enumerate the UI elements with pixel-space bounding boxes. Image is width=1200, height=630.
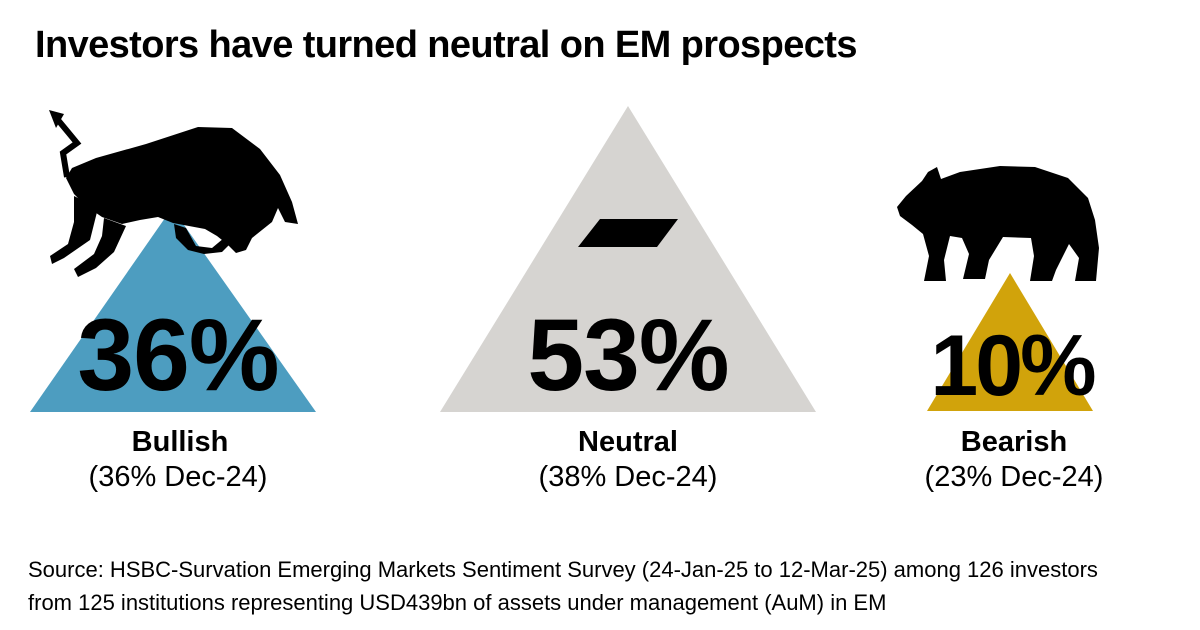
neutral-value: 53% <box>527 298 729 412</box>
bearish-panel <box>897 166 1099 411</box>
bearish-triangle <box>927 273 1093 411</box>
bear-icon <box>897 166 1099 281</box>
bullish-value: 36% <box>77 298 279 412</box>
bull-icon <box>49 110 298 277</box>
bearish-previous: (23% Dec-24) <box>924 461 1104 493</box>
neutral-label: Neutral <box>578 426 678 458</box>
source-note: Source: HSBC-Survation Emerging Markets … <box>28 553 1098 619</box>
bullish-label: Bullish <box>131 426 229 458</box>
neutral-panel <box>440 106 816 412</box>
bullish-panel <box>30 110 316 412</box>
source-line-2: from 125 institutions representing USD43… <box>28 590 887 615</box>
dash-icon <box>578 219 678 247</box>
bullish-previous: (36% Dec-24) <box>88 461 268 493</box>
neutral-triangle <box>440 106 816 412</box>
source-line-1: Source: HSBC-Survation Emerging Markets … <box>28 557 1098 582</box>
neutral-previous: (38% Dec-24) <box>538 461 718 493</box>
bullish-triangle <box>30 208 316 412</box>
chart-title: Investors have turned neutral on EM pros… <box>35 24 857 66</box>
bearish-value: 10% <box>930 318 1096 414</box>
bearish-label: Bearish <box>960 426 1068 458</box>
